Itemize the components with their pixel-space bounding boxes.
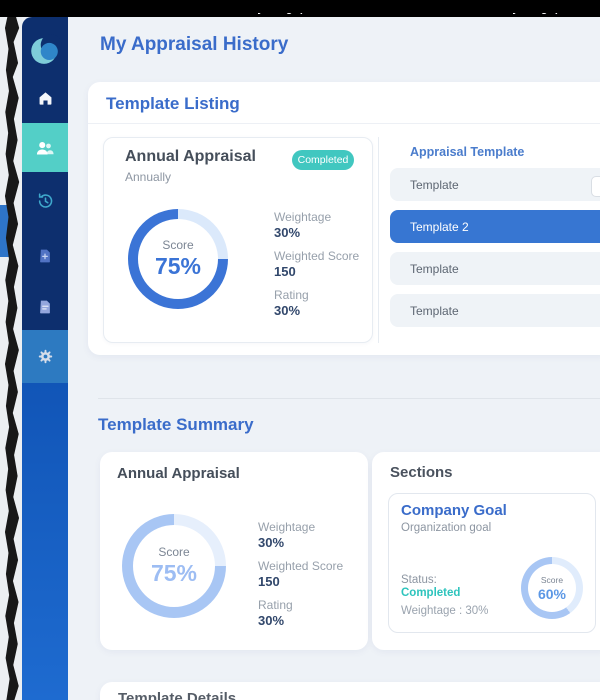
sidebar-item-history[interactable]: [22, 172, 68, 228]
template-details-title: Template Details: [118, 690, 237, 700]
clipped-text-artifact: Activity Log (W) 15: [468, 13, 563, 17]
file-lines-icon: [40, 300, 50, 313]
section-divider: [98, 398, 600, 399]
template-list-item[interactable]: Template: [390, 168, 600, 201]
company-goal-card[interactable]: Company Goal Organization goal Status: C…: [388, 493, 596, 633]
stat-value: 30%: [258, 613, 285, 628]
stat-label: Rating: [258, 598, 293, 612]
app-logo[interactable]: [22, 31, 68, 71]
stat-value: 30%: [258, 535, 285, 550]
gear-icon: [38, 349, 52, 364]
goal-status-label: Status:: [401, 574, 437, 586]
appraisal-template-label: Appraisal Template: [410, 145, 525, 159]
goal-subtitle: Organization goal: [401, 522, 492, 534]
stat-label: Weightage: [274, 210, 332, 224]
template-list-item[interactable]: Template: [390, 252, 600, 285]
donut-hole: [528, 564, 576, 612]
sidebar-lower-gradient: [22, 383, 68, 700]
sidebar-item-settings[interactable]: [22, 330, 68, 383]
stats-list: Weightage 30% Weighted Score 150 Rating …: [258, 520, 343, 637]
template-listing-section: Template Listing Annual Appraisal Annual…: [88, 82, 600, 355]
users-icon: [36, 141, 54, 155]
summary-appraisal-card: Annual Appraisal Score 75% Weightage 30%…: [100, 452, 368, 650]
stat-row: Rating 30%: [274, 288, 359, 318]
stat-row: Rating 30%: [258, 598, 343, 628]
stat-value: 150: [274, 264, 296, 279]
clipped-text-artifact: Electro Summary: [383, 13, 453, 17]
clipped-text-artifact: Electro Summary: [118, 13, 188, 17]
stat-label: Weighted Score: [274, 249, 360, 263]
home-icon: [39, 91, 51, 105]
moon-logo-icon: [31, 34, 62, 64]
score-label: Score: [540, 574, 564, 585]
history-clock-icon: [38, 192, 52, 208]
sections-card: Sections Company Goal Organization goal …: [372, 452, 600, 650]
donut-hole: [133, 525, 215, 607]
cutoff-button[interactable]: [591, 176, 600, 197]
template-list-item-selected[interactable]: Template 2: [390, 210, 600, 243]
summary-score-donut: Score 75%: [122, 514, 226, 618]
score-value: 75%: [150, 560, 198, 586]
stat-row: Weighted Score 150: [274, 249, 359, 279]
template-list-item[interactable]: Template: [390, 294, 600, 327]
stat-label: Weighted Score: [258, 559, 344, 573]
divider: [88, 123, 600, 124]
summary-card-title: Annual Appraisal: [117, 465, 240, 482]
donut-hole: [138, 219, 218, 299]
sidebar: [22, 17, 68, 700]
sidebar-item-employees[interactable]: [22, 123, 68, 172]
stat-row: Weighted Score 150: [258, 559, 343, 589]
goal-status-value: Completed: [401, 587, 461, 599]
template-details-section: Template Details: [100, 682, 600, 700]
sections-title: Sections: [390, 464, 453, 481]
score-label: Score: [158, 545, 190, 559]
status-badge: Completed: [292, 150, 354, 170]
stats-list: Weightage 30% Weighted Score 150 Rating …: [274, 210, 359, 327]
sidebar-item-add-document[interactable]: [22, 228, 68, 283]
appraisal-card-subtitle: Annually: [125, 170, 172, 184]
score-donut: Score 75%: [128, 209, 228, 309]
goal-weightage: Weightage : 30%: [401, 605, 489, 617]
edge-tear-strip: [4, 0, 20, 700]
template-listing-title: Template Listing: [106, 94, 240, 113]
page-title: My Appraisal History: [100, 34, 289, 55]
score-value: 60%: [537, 585, 567, 602]
file-plus-icon: [40, 249, 50, 262]
stat-label: Rating: [274, 288, 309, 302]
stat-value: 30%: [274, 225, 301, 240]
vertical-divider: [378, 137, 379, 343]
stat-value: 150: [258, 574, 280, 589]
sidebar-item-documents[interactable]: [22, 283, 68, 330]
score-value: 75%: [154, 253, 202, 279]
stat-value: 30%: [274, 303, 301, 318]
top-black-bar: Electro Summary Activity Log (W) 15 Elec…: [0, 0, 600, 17]
sidebar-item-home[interactable]: [22, 73, 68, 123]
torn-edge-artifact: [0, 0, 22, 700]
goal-title: Company Goal: [401, 502, 507, 519]
stat-row: Weightage 30%: [274, 210, 359, 240]
clipped-text-artifact: Activity Log (W) 15: [213, 13, 308, 17]
stat-row: Weightage 30%: [258, 520, 343, 550]
score-label: Score: [162, 238, 194, 252]
stat-label: Weightage: [258, 520, 316, 534]
goal-score-donut: Score 60%: [521, 557, 583, 619]
template-summary-title: Template Summary: [98, 415, 254, 434]
edge-blue-patch: [0, 205, 10, 257]
appraisal-card-title: Annual Appraisal: [125, 148, 256, 165]
annual-appraisal-card[interactable]: Annual Appraisal Annually Completed Scor…: [103, 137, 373, 343]
